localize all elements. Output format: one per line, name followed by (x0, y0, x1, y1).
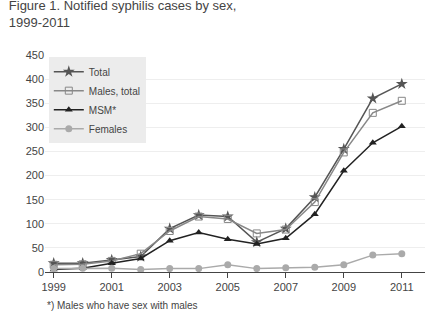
svg-text:100: 100 (26, 218, 44, 230)
svg-text:250: 250 (26, 145, 44, 157)
svg-text:2011: 2011 (390, 281, 414, 293)
svg-text:Males, total: Males, total (89, 86, 140, 97)
svg-text:Figure 1. Notified syphilis ca: Figure 1. Notified syphilis cases by sex… (9, 0, 237, 30)
svg-text:0: 0 (38, 266, 44, 278)
svg-text:2007: 2007 (274, 281, 298, 293)
svg-text:450: 450 (26, 49, 44, 61)
svg-text:2001: 2001 (99, 281, 123, 293)
svg-text:Total: Total (89, 67, 110, 78)
svg-text:2003: 2003 (157, 281, 181, 293)
svg-text:300: 300 (26, 121, 44, 133)
svg-text:1999: 1999 (41, 281, 65, 293)
svg-text:50: 50 (32, 242, 44, 254)
svg-text:2009: 2009 (332, 281, 356, 293)
svg-text:150: 150 (26, 194, 44, 206)
svg-text:2005: 2005 (216, 281, 240, 293)
svg-text:MSM*: MSM* (89, 105, 116, 116)
svg-text:200: 200 (26, 169, 44, 181)
svg-text:350: 350 (26, 97, 44, 109)
svg-text:400: 400 (26, 73, 44, 85)
svg-text:*) Males who have sex with mal: *) Males who have sex with males (47, 300, 198, 311)
svg-text:Females: Females (89, 124, 127, 135)
